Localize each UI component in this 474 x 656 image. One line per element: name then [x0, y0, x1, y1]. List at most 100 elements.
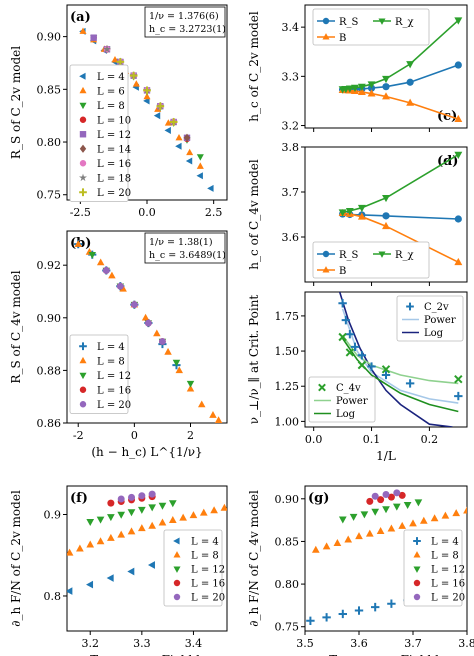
- data-point: [367, 81, 376, 89]
- data-point: [141, 313, 150, 321]
- annotation-text: h_c = 3.6489(1): [149, 250, 226, 261]
- data-point: [371, 602, 380, 612]
- legend-label: L = 18: [97, 173, 131, 184]
- y-axis-label: h_c of C_2v model: [247, 11, 261, 122]
- data-point: [148, 504, 157, 512]
- data-point: [138, 492, 146, 500]
- x-tick-label: 2: [187, 429, 194, 442]
- y-axis-label: ∂_h F/N of C_4v model: [247, 490, 261, 627]
- legend: R_S B R_χ: [312, 8, 430, 46]
- data-point: [357, 360, 367, 370]
- data-point: [350, 342, 360, 352]
- data-point: [159, 338, 166, 345]
- data-point: [382, 491, 390, 499]
- legend-marker: [173, 579, 181, 587]
- x-tick-label: 0.0: [305, 433, 323, 446]
- data-point: [376, 527, 385, 535]
- data-point: [148, 490, 156, 498]
- legend-label: L = 8: [97, 101, 125, 112]
- series-r_χ: [338, 17, 463, 94]
- legend-label: L = 20: [191, 593, 225, 604]
- panel-c: 3.4 3.3 3.2 h_c of C_2v model (c) R_S B R_χ: [247, 4, 468, 133]
- x-tick-label: -2.5: [70, 206, 91, 219]
- y-tick-label: 0.85: [275, 535, 300, 548]
- y-tick-label: 0.80: [37, 136, 62, 149]
- data-point: [96, 258, 105, 266]
- legend-box: [308, 376, 376, 423]
- data-point: [322, 542, 331, 550]
- y-tick-label: 0.90: [275, 493, 300, 506]
- x-tick-label: 2.5: [205, 206, 223, 219]
- data-point: [132, 80, 140, 87]
- data-point: [86, 580, 94, 589]
- series-l-8: [67, 503, 227, 556]
- data-point: [360, 511, 369, 519]
- x-axis-label: Transverse Field h: [90, 653, 204, 656]
- data-point: [96, 537, 105, 545]
- x-axis-label: 1/L: [376, 449, 396, 463]
- legend-label: L = 20: [97, 188, 131, 199]
- data-point: [214, 416, 223, 423]
- data-point: [199, 508, 208, 516]
- data-point: [127, 509, 136, 517]
- panel-b: 0.92 0.90 0.88 0.86 -2 0 2 R_S of C_4v model (h …: [9, 230, 228, 459]
- data-point: [454, 257, 463, 266]
- data-point: [392, 503, 401, 511]
- legend-label: L = 14: [97, 144, 131, 155]
- series-c_4v: [338, 332, 463, 384]
- legend-label: L = 20: [97, 400, 131, 411]
- axes-frame: [66, 230, 228, 424]
- data-point: [130, 301, 138, 309]
- x-tick-label: 3.4: [185, 637, 203, 650]
- legend-marker: [413, 593, 421, 601]
- data-point: [197, 400, 206, 408]
- data-point: [107, 533, 115, 541]
- data-point: [88, 251, 97, 259]
- legend-label: Log: [424, 328, 444, 339]
- y-tick-label: 3.8: [282, 141, 300, 154]
- data-point: [168, 516, 177, 524]
- x-tick-label: 3.7: [404, 637, 422, 650]
- data-point: [354, 606, 364, 615]
- data-point: [382, 92, 390, 100]
- data-point: [419, 516, 428, 524]
- series-l-8: [74, 240, 223, 423]
- data-point: [209, 411, 217, 418]
- data-point: [454, 114, 463, 123]
- panel-label: (f): [70, 491, 88, 506]
- data-point: [430, 514, 439, 522]
- data-point: [338, 299, 347, 308]
- data-point: [398, 521, 407, 529]
- data-point: [454, 17, 463, 25]
- legend-marker: [79, 116, 87, 123]
- legend-label: L = 16: [97, 385, 131, 396]
- data-point: [148, 521, 157, 529]
- y-axis-label: ν_⊥/ν_∥ at Crit. Point: [247, 295, 261, 425]
- legend-marker: [322, 250, 330, 258]
- data-point: [322, 613, 331, 622]
- fit-line-C4v-log: [341, 337, 459, 413]
- legend-marker: [173, 537, 180, 545]
- x-tick-label: 3.6: [350, 637, 368, 650]
- data-point: [345, 329, 355, 339]
- data-point: [210, 506, 218, 514]
- data-point: [196, 162, 204, 169]
- data-point: [164, 347, 172, 355]
- legend-label: Log: [336, 409, 356, 420]
- data-point: [220, 503, 227, 511]
- legend-label: L = 8: [97, 356, 125, 367]
- data-point: [393, 489, 401, 497]
- legend-label: C_2v: [424, 302, 449, 313]
- legend-marker: [378, 18, 386, 25]
- legend-label: Power: [424, 315, 456, 326]
- legend: L = 4 L = 8 L = 12 L = 16 L = 20: [163, 529, 225, 607]
- legend-marker: [322, 266, 330, 273]
- legend-marker: [173, 551, 181, 558]
- data-point: [74, 240, 82, 247]
- data-point: [129, 71, 138, 80]
- series-l-20: [116, 58, 178, 126]
- data-point: [355, 532, 363, 540]
- data-point: [403, 501, 412, 509]
- legend-marker: [79, 144, 87, 153]
- series-l-12: [338, 499, 423, 524]
